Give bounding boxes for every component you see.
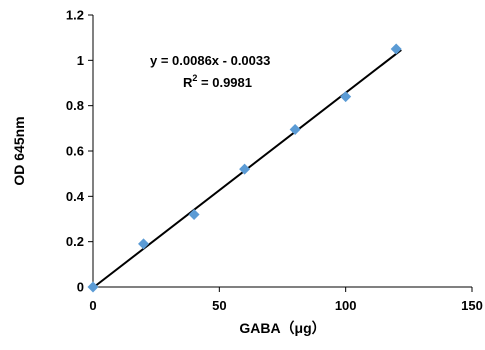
y-axis-title: OD 645nm — [11, 116, 27, 185]
x-tick-label: 50 — [212, 298, 226, 313]
data-point — [138, 238, 150, 250]
y-axis-ticks: 0 0.2 0.4 0.6 0.8 1 1.2 — [66, 8, 93, 295]
x-axis-title: GABA（μg） — [239, 320, 325, 336]
y-tick-label: 0.6 — [66, 144, 84, 159]
x-tick-label: 150 — [461, 298, 483, 313]
y-tick-label: 1 — [77, 53, 84, 68]
data-point — [188, 208, 200, 220]
x-tick-label: 0 — [89, 298, 96, 313]
r-squared-prefix: R — [183, 75, 193, 90]
y-tick-label: 0 — [77, 280, 84, 295]
r-squared-superscript: 2 — [192, 73, 197, 83]
data-point — [390, 43, 402, 55]
data-point — [239, 163, 251, 175]
r-squared-label: R2 = 0.9981 — [183, 73, 252, 90]
y-tick-label: 1.2 — [66, 8, 84, 23]
y-tick-label: 0.8 — [66, 98, 84, 113]
r-squared-value: = 0.9981 — [197, 75, 252, 90]
y-tick-label: 0.2 — [66, 234, 84, 249]
data-points — [87, 43, 402, 293]
data-point — [289, 123, 301, 135]
data-point — [87, 281, 99, 293]
trendline-equation: y = 0.0086x - 0.0033 — [150, 53, 270, 68]
y-tick-label: 0.4 — [66, 189, 85, 204]
x-tick-label: 100 — [335, 298, 357, 313]
data-point — [340, 91, 352, 103]
x-axis-ticks: 0 50 100 150 — [89, 287, 483, 313]
